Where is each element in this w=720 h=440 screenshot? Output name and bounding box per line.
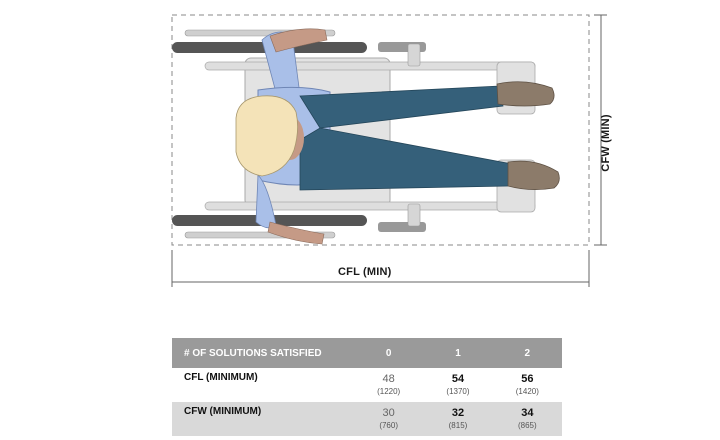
cell-cfw-0: 30 (760) <box>354 402 424 436</box>
head-hair <box>235 95 298 177</box>
caster-top-post <box>407 43 421 67</box>
wheelchair-clear-floor-diagram <box>171 14 607 287</box>
cell-value: 48 <box>382 373 395 385</box>
cell-mm: (815) <box>448 421 468 430</box>
cfl-dimension-line <box>171 250 590 287</box>
cell-cfl-1: 54 (1370) <box>423 368 492 402</box>
cell-mm: (760) <box>379 421 398 430</box>
header-col-2: 2 <box>492 338 562 368</box>
shoe-top <box>496 81 555 107</box>
row-label-cfl: CFL (MINIMUM) <box>184 372 258 383</box>
header-col-0: 0 <box>354 338 424 368</box>
table-row-cfw: CFW (MINIMUM) 30 (760) 32 (815) 34 (865) <box>172 402 562 436</box>
frame-rail-top <box>204 61 536 71</box>
caster-bottom-post <box>407 203 421 227</box>
cell-value: 54 <box>451 373 465 385</box>
cell-cfl-2: 56 (1420) <box>493 368 562 402</box>
cell-value: 30 <box>382 407 395 419</box>
cell-cfl-0: 48 (1220) <box>354 368 423 402</box>
table-header-row: # OF SOLUTIONS SATISFIED 0 1 2 <box>172 338 562 368</box>
shoe-bottom <box>507 160 560 190</box>
cell-value: 32 <box>451 407 465 419</box>
cell-value: 56 <box>521 373 534 385</box>
leg-bottom <box>299 127 513 191</box>
leg-top <box>299 85 504 129</box>
cell-value: 34 <box>521 407 534 419</box>
cfw-dimension-line <box>594 14 607 246</box>
cell-mm: (1370) <box>446 387 470 396</box>
cfw-dimension-label: CFW (MIN) <box>600 114 612 172</box>
row-label-cfw: CFW (MINIMUM) <box>172 402 354 436</box>
cell-mm: (1420) <box>515 387 539 396</box>
header-label: # OF SOLUTIONS SATISFIED <box>172 338 354 368</box>
frame-rail-bottom <box>204 201 536 211</box>
solutions-table: # OF SOLUTIONS SATISFIED 0 1 2 CFL (MINI… <box>172 338 562 436</box>
cell-cfw-2: 34 (865) <box>492 402 562 436</box>
header-col-1: 1 <box>423 338 493 368</box>
forearm-top <box>269 28 328 53</box>
cell-cfw-1: 32 (815) <box>423 402 493 436</box>
table-row-cfl: CFL (MINIMUM) 48 (1220) 54 (1370) 56 (14… <box>172 368 562 402</box>
cell-mm: (865) <box>517 421 537 430</box>
clear-floor-space-outline <box>171 14 590 246</box>
cfl-dimension-label: CFL (MIN) <box>338 266 392 278</box>
forearm-bottom <box>267 221 325 245</box>
cell-mm: (1220) <box>377 387 401 396</box>
seated-person <box>235 28 560 245</box>
